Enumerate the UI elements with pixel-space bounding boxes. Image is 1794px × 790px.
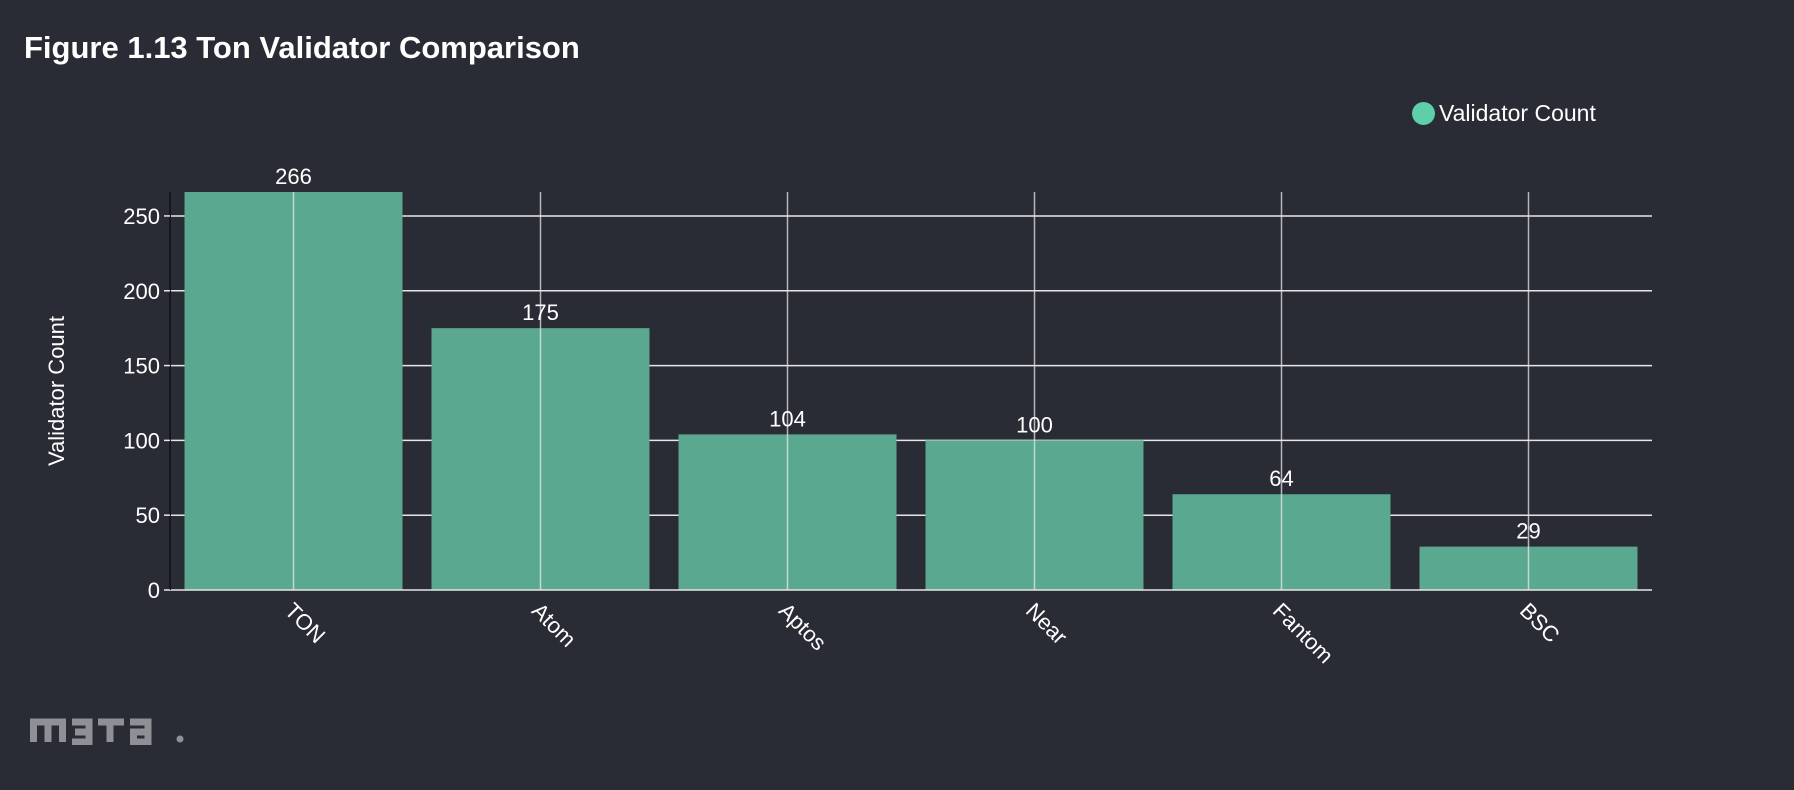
y-tick-label: 50 xyxy=(136,503,160,528)
y-axis-title: Validator Count xyxy=(44,316,69,466)
data-label-bsc: 29 xyxy=(1516,519,1540,544)
legend-swatch xyxy=(1412,102,1435,125)
y-tick-label: 0 xyxy=(148,578,160,603)
legend[interactable]: Validator Count xyxy=(1412,100,1596,127)
y-tick-label: 100 xyxy=(123,428,160,453)
vertical-gridlines xyxy=(292,192,1530,590)
x-tick-label-ton: TON xyxy=(280,598,330,648)
meta-logo xyxy=(30,715,216,750)
bars xyxy=(184,192,1638,590)
data-labels: 266 175 104 100 64 29 xyxy=(275,164,1541,544)
legend-label: Validator Count xyxy=(1439,100,1596,126)
data-label-atom: 175 xyxy=(522,300,559,325)
y-tick-label: 150 xyxy=(123,354,160,379)
chart-title: Figure 1.13 Ton Validator Comparison xyxy=(24,30,580,65)
x-tick-label-atom: Atom xyxy=(527,598,581,652)
data-label-ton: 266 xyxy=(275,164,312,189)
data-label-fantom: 64 xyxy=(1269,466,1293,491)
y-tick-labels: 0 50 100 150 200 250 xyxy=(123,204,170,603)
x-tick-label-fantom: Fantom xyxy=(1268,598,1338,668)
y-tick-label: 250 xyxy=(123,204,160,229)
y-tick-label: 200 xyxy=(123,279,160,304)
x-tick-label-bsc: BSC xyxy=(1515,598,1565,648)
horizontal-gridlines xyxy=(170,215,1652,516)
meta-wordmark-logo xyxy=(30,718,184,746)
data-label-aptos: 104 xyxy=(769,406,806,431)
data-label-near: 100 xyxy=(1016,412,1053,437)
x-tick-label-aptos: Aptos xyxy=(774,598,831,655)
axes xyxy=(169,192,1652,591)
x-tick-label-near: Near xyxy=(1021,598,1072,649)
x-tick-labels: TON Atom Aptos Near Fantom BSC xyxy=(280,598,1565,668)
